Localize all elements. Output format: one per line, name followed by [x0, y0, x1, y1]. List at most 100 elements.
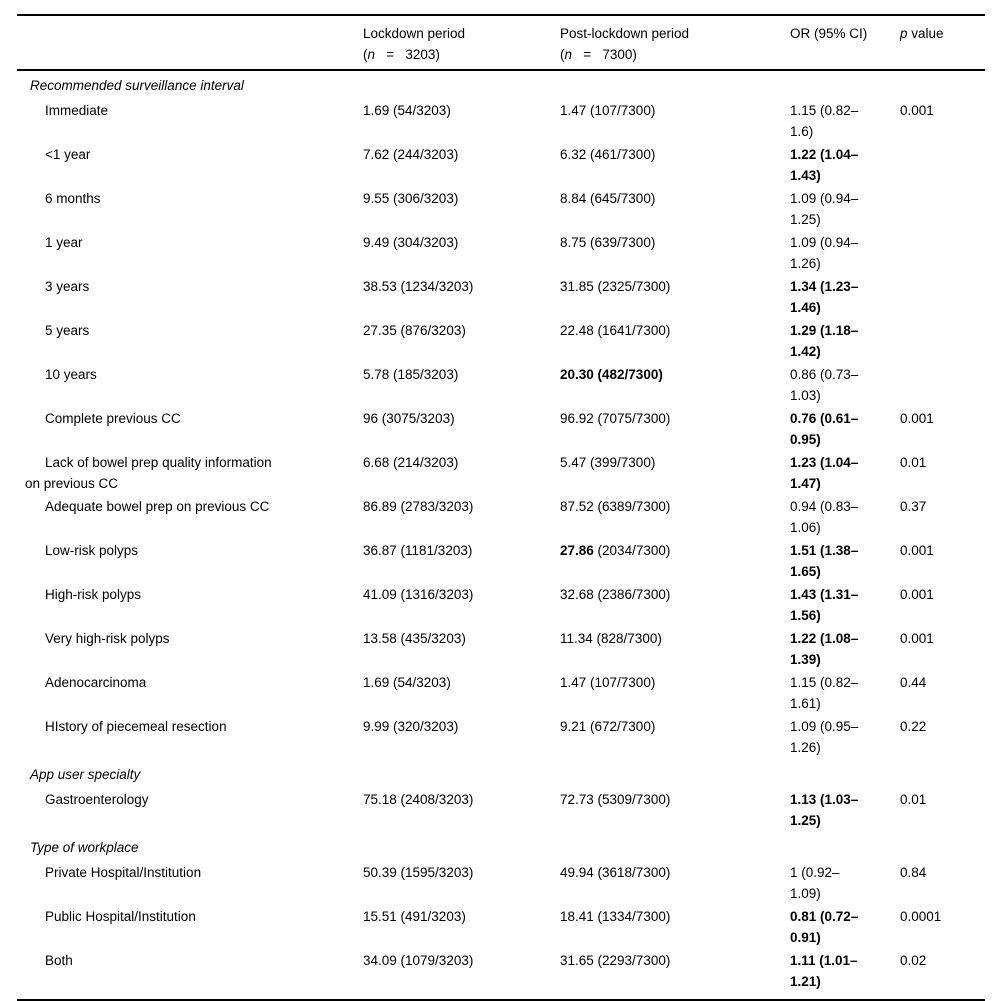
- or-value: 1.34 (1.23– 1.46): [790, 276, 900, 318]
- text-segment: 1.09 (0.95– 1.26): [790, 719, 859, 755]
- or-value: 1.51 (1.38– 1.65): [790, 540, 900, 582]
- text-segment: = 3203): [375, 47, 440, 62]
- row-label: Adequate bowel prep on previous CC: [45, 499, 270, 514]
- lockdown-value: 1.69 (54/3203): [363, 675, 451, 690]
- section-row: Recommended surveillance interval: [17, 71, 985, 100]
- table-row: Very high-risk polyps 13.58 (435/3203) 11.…: [17, 628, 985, 672]
- lockdown-value: 34.09 (1079/3203): [363, 953, 474, 968]
- lockdown-value: 38.53 (1234/3203): [363, 279, 474, 294]
- table-row: <1 year 7.62 (244/3203) 6.32 (461/7300) 1.2…: [17, 144, 985, 188]
- row-label: Lack of bowel prep quality information o…: [25, 455, 272, 491]
- post-lockdown-value: 8.75 (639/7300): [560, 235, 656, 250]
- or-value: 1.13 (1.03– 1.25): [790, 789, 900, 831]
- post-lockdown-value: 20.30 (482/7300): [560, 364, 790, 385]
- or-value: 0.94 (0.83– 1.06): [790, 496, 900, 538]
- row-label: HIstory of piecemeal resection: [45, 719, 227, 734]
- lockdown-value: 13.58 (435/3203): [363, 631, 466, 646]
- lockdown-value: 27.35 (876/3203): [363, 323, 466, 338]
- post-lockdown-value: 1.47 (107/7300): [560, 103, 656, 118]
- post-lockdown-value: 8.84 (645/7300): [560, 191, 656, 206]
- text-segment: 1.23 (1.04– 1.47): [790, 455, 859, 491]
- lockdown-value: 6.68 (214/3203): [363, 455, 459, 470]
- table-row: 5 years 27.35 (876/3203) 22.48 (1641/7300)…: [17, 320, 985, 364]
- or-value: 1.15 (0.82– 1.6): [790, 100, 900, 142]
- lockdown-value: 50.39 (1595/3203): [363, 865, 474, 880]
- or-value: 0.86 (0.73– 1.03): [790, 364, 900, 406]
- p-value: 0.001: [900, 631, 934, 646]
- lockdown-value: 7.62 (244/3203): [363, 147, 459, 162]
- post-lockdown-value: 87.52 (6389/7300): [560, 499, 671, 514]
- post-lockdown-value: 9.21 (672/7300): [560, 719, 656, 734]
- text-segment: n: [564, 47, 573, 62]
- p-value: 0.01: [900, 792, 927, 807]
- row-label: 10 years: [45, 367, 97, 382]
- post-lockdown-value: 96.92 (7075/7300): [560, 411, 671, 426]
- lockdown-value: 41.09 (1316/3203): [363, 587, 474, 602]
- text-segment: 1.15 (0.82– 1.6): [790, 103, 859, 139]
- or-value: 1.29 (1.18– 1.42): [790, 320, 900, 362]
- text-segment: 27.86: [560, 543, 598, 558]
- or-value: 1.22 (1.04– 1.43): [790, 144, 900, 186]
- text-segment: 1.09 (0.94– 1.25): [790, 191, 859, 227]
- or-value: 1.43 (1.31– 1.56): [790, 584, 900, 626]
- text-segment: 0.81 (0.72– 0.91): [790, 909, 859, 945]
- or-value: 0.81 (0.72– 0.91): [790, 906, 900, 948]
- table-row: 3 years 38.53 (1234/3203) 31.85 (2325/7300…: [17, 276, 985, 320]
- row-label: Immediate: [45, 103, 109, 118]
- text-segment: 1.22 (1.04– 1.43): [790, 147, 859, 183]
- header-lockdown-period: Lockdown period (n = 3203): [363, 23, 560, 65]
- section-label: Recommended surveillance interval: [30, 78, 244, 93]
- or-value: 1.09 (0.95– 1.26): [790, 716, 900, 758]
- table-row: Lack of bowel prep quality information o…: [17, 452, 985, 496]
- header-rowlabel-column: [17, 23, 363, 65]
- text-segment: 1 (0.92– 1.09): [790, 865, 840, 901]
- header-or-95ci: OR (95% CI): [790, 26, 868, 41]
- p-value: 0.02: [900, 953, 927, 968]
- or-value: 1.09 (0.94– 1.26): [790, 232, 900, 274]
- or-value: 1.11 (1.01– 1.21): [790, 950, 900, 992]
- text-segment: 1.13 (1.03– 1.25): [790, 792, 859, 828]
- lockdown-value: 5.78 (185/3203): [363, 367, 459, 382]
- p-value: 0.44: [900, 675, 927, 690]
- table-row: Gastroenterology 75.18 (2408/3203) 72.73 (…: [17, 789, 985, 833]
- post-lockdown-value: 11.34 (828/7300): [560, 631, 662, 646]
- header-post-lockdown-period: Post-lockdown period (n = 7300): [560, 23, 790, 65]
- or-value: 1.15 (0.82– 1.61): [790, 672, 900, 714]
- text-segment: p: [900, 26, 908, 41]
- text-segment: 0.76 (0.61– 0.95): [790, 411, 859, 447]
- row-label: Gastroenterology: [45, 792, 149, 807]
- table-row: High-risk polyps 41.09 (1316/3203) 32.68 (…: [17, 584, 985, 628]
- table-row: 1 year 9.49 (304/3203) 8.75 (639/7300) 1.09…: [17, 232, 985, 276]
- text-segment: 0.94 (0.83– 1.06): [790, 499, 859, 535]
- row-label: 6 months: [45, 191, 101, 206]
- text-segment: 20.30 (482/7300): [560, 367, 663, 382]
- row-label: Complete previous CC: [45, 411, 181, 426]
- table-row: 10 years 5.78 (185/3203) 20.30 (482/7300) 0…: [17, 364, 985, 408]
- text-segment: 1.22 (1.08– 1.39): [790, 631, 859, 667]
- section-label: Type of workplace: [30, 840, 139, 855]
- text-segment: n: [367, 47, 376, 62]
- post-lockdown-value: 6.32 (461/7300): [560, 147, 656, 162]
- header-p-value: p value: [900, 23, 985, 65]
- or-value: 0.76 (0.61– 0.95): [790, 408, 900, 450]
- lockdown-value: 36.87 (1181/3203): [363, 543, 473, 558]
- post-lockdown-value: 72.73 (5309/7300): [560, 792, 671, 807]
- table-row: Public Hospital/Institution 15.51 (491/32…: [17, 906, 985, 950]
- or-value: 1.22 (1.08– 1.39): [790, 628, 900, 670]
- lockdown-value: 9.99 (320/3203): [363, 719, 459, 734]
- lockdown-value: 86.89 (2783/3203): [363, 499, 474, 514]
- text-segment: 1.15 (0.82– 1.61): [790, 675, 859, 711]
- text-segment: 1.43 (1.31– 1.56): [790, 587, 859, 623]
- lockdown-value: 96 (3075/3203): [363, 411, 455, 426]
- table-row: Complete previous CC 96 (3075/3203) 96.92 …: [17, 408, 985, 452]
- table-row: Both 34.09 (1079/3203) 31.65 (2293/7300) 1.…: [17, 950, 985, 994]
- post-lockdown-value: 32.68 (2386/7300): [560, 587, 671, 602]
- table-row: 6 months 9.55 (306/3203) 8.84 (645/7300) 1.…: [17, 188, 985, 232]
- post-lockdown-value: 27.86 (2034/7300): [560, 540, 790, 561]
- post-lockdown-value: 1.47 (107/7300): [560, 675, 656, 690]
- post-lockdown-value: 31.65 (2293/7300): [560, 953, 671, 968]
- or-value: 1 (0.92– 1.09): [790, 862, 900, 904]
- row-label: 1 year: [45, 235, 83, 250]
- table-row: HIstory of piecemeal resection 9.99 (320/…: [17, 716, 985, 760]
- text-segment: Post-lockdown period (: [560, 26, 690, 62]
